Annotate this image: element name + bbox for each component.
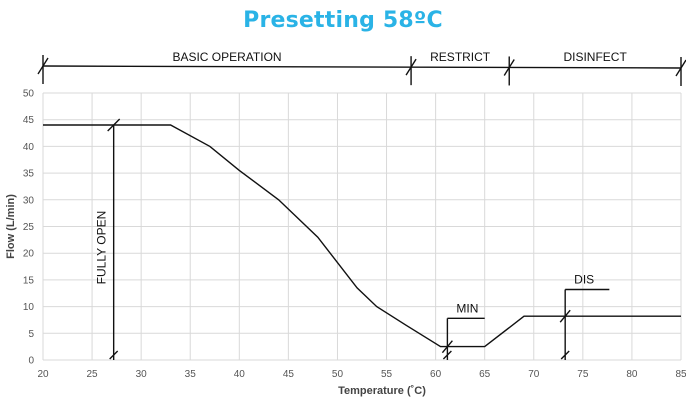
y-tick-label: 20 — [23, 249, 35, 260]
flow-series-line — [43, 124, 681, 348]
y-tick-label: 30 — [23, 195, 35, 206]
y-tick-label: 45 — [23, 115, 35, 126]
y-tick-label: 25 — [23, 222, 35, 233]
y-tick-label: 5 — [28, 329, 34, 340]
x-tick-label: 65 — [479, 369, 491, 380]
x-tick-label: 25 — [87, 369, 99, 380]
x-tick-label: 30 — [136, 369, 148, 380]
y-tick-label: 40 — [23, 142, 35, 153]
gridlines — [42, 92, 682, 361]
x-tick-label: 45 — [283, 369, 295, 380]
x-tick-label: 55 — [381, 369, 393, 380]
range-slash — [503, 59, 515, 76]
x-tick-label: 40 — [234, 369, 246, 380]
x-tick-label: 60 — [430, 369, 442, 380]
markers: FULLY OPEN MIN DIS — [95, 118, 610, 360]
x-axis-label: Temperature (˚C) — [338, 385, 426, 397]
marker-slash — [560, 350, 570, 360]
range-line — [42, 65, 682, 69]
y-tick-label: 35 — [23, 169, 35, 180]
range-label: RESTRICT — [430, 50, 491, 64]
range-slash — [675, 59, 686, 77]
x-tick-label: 35 — [185, 369, 197, 380]
range-slash — [37, 57, 49, 75]
marker-cross-slash — [441, 340, 453, 354]
x-tick-label: 85 — [675, 369, 686, 380]
tick-labels: 0 5 10 15 20 25 30 35 40 45 50 20 25 30 35 40 45 50 55 60 65… — [23, 89, 686, 381]
y-tick-label: 0 — [28, 356, 34, 367]
y-axis-label: Flow (L/min) — [5, 194, 17, 259]
marker-cross-slash — [559, 309, 571, 323]
y-tick-label: 50 — [23, 89, 35, 100]
range-label: BASIC OPERATION — [172, 50, 281, 64]
y-tick-label: 15 — [23, 275, 35, 286]
marker-label: DIS — [574, 273, 594, 287]
marker-cross-slash — [107, 118, 121, 132]
series-layer — [43, 124, 681, 348]
x-tick-label: 50 — [332, 369, 344, 380]
marker-slash — [109, 350, 119, 360]
x-tick-label: 80 — [626, 369, 638, 380]
range-label: DISINFECT — [563, 50, 627, 64]
y-tick-label: 10 — [23, 302, 35, 313]
x-tick-label: 75 — [577, 369, 589, 380]
marker-label: MIN — [456, 301, 478, 315]
marker-slash — [442, 350, 452, 360]
range-slash — [405, 58, 417, 76]
x-tick-label: 70 — [528, 369, 540, 380]
marker-label: FULLY OPEN — [95, 211, 109, 285]
range-bar: BASIC OPERATION RESTRICT DISINFECT — [37, 50, 686, 86]
x-tick-label: 20 — [37, 369, 49, 380]
chart-title: Presetting 58ºC — [243, 8, 443, 33]
